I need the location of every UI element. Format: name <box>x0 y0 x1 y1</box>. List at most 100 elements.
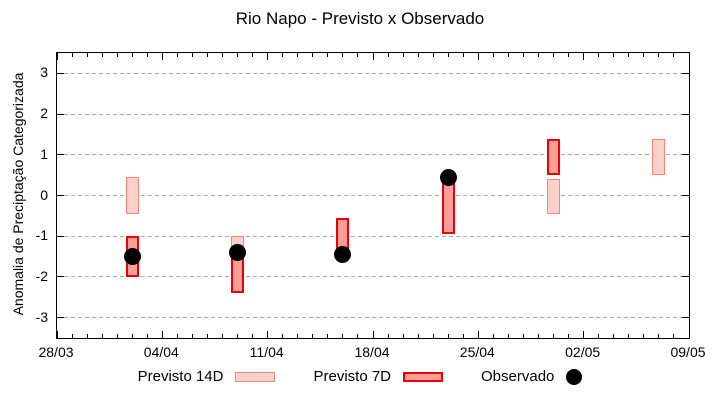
x-tick-mark <box>131 334 133 338</box>
y-tick-mark <box>682 276 689 278</box>
x-tick-mark <box>312 53 314 57</box>
plot-area <box>56 52 690 339</box>
x-tick-mark <box>327 334 329 338</box>
legend-item-previsto-7d: Previsto 7D <box>313 368 444 385</box>
x-tick-mark <box>613 53 615 57</box>
legend: Previsto 14D Previsto 7D Observado <box>0 368 720 385</box>
x-tick-mark <box>237 334 239 338</box>
x-tick-mark <box>101 334 103 338</box>
x-tick-mark <box>447 334 449 338</box>
x-tick-mark <box>492 334 494 338</box>
x-tick-mark <box>477 331 479 338</box>
x-tick-label: 11/04 <box>249 344 284 360</box>
x-tick-label: 02/05 <box>565 344 601 360</box>
x-tick-mark <box>161 53 163 60</box>
x-tick-mark <box>643 334 645 338</box>
x-tick-mark <box>688 331 690 338</box>
x-tick-mark <box>492 53 494 57</box>
x-tick-mark <box>507 53 509 57</box>
x-tick-mark <box>282 334 284 338</box>
x-tick-mark <box>462 334 464 338</box>
x-tick-mark <box>387 334 389 338</box>
chart-title: Rio Napo - Previsto x Observado <box>235 9 485 28</box>
x-tick-mark <box>206 334 208 338</box>
legend-label-previsto-14d: Previsto 14D <box>137 368 224 385</box>
previsto-14d-bar <box>547 179 561 214</box>
x-tick-mark <box>312 334 314 338</box>
x-tick-mark <box>357 334 359 338</box>
gridline <box>57 154 689 156</box>
y-tick-label: -2 <box>35 267 48 284</box>
previsto-7d-bar <box>547 138 561 176</box>
y-tick-mark <box>682 72 689 74</box>
y-tick-label: 0 <box>40 186 48 203</box>
gridline <box>57 317 689 319</box>
legend-item-observado: Observado <box>481 368 583 385</box>
x-tick-mark <box>628 334 630 338</box>
x-tick-label: 09/05 <box>670 344 706 360</box>
legend-label-previsto-7d: Previsto 7D <box>313 368 392 385</box>
x-tick-mark <box>477 53 479 60</box>
x-tick-mark <box>342 334 344 338</box>
x-tick-mark <box>161 331 163 338</box>
y-tick-mark <box>57 276 64 278</box>
previsto-14d-swatch <box>235 371 276 382</box>
y-tick-label: 1 <box>40 145 48 162</box>
y-tick-mark <box>682 195 689 196</box>
y-tick-label: 3 <box>40 64 48 81</box>
previsto-14d-bar <box>652 138 666 176</box>
x-tick-mark <box>282 53 284 57</box>
x-tick-mark <box>598 334 600 338</box>
y-tick-label: -1 <box>35 227 48 244</box>
y-tick-mark <box>682 113 689 115</box>
x-tick-mark <box>507 334 509 338</box>
previsto-7d-bar <box>441 181 455 235</box>
x-tick-mark <box>688 53 690 60</box>
x-tick-mark <box>432 53 434 57</box>
x-tick-mark <box>673 53 675 57</box>
gridline <box>57 195 689 196</box>
gridline <box>57 235 689 237</box>
x-tick-mark <box>417 53 419 57</box>
x-tick-mark <box>86 334 88 338</box>
x-tick-mark <box>447 53 449 57</box>
x-tick-mark <box>553 53 555 57</box>
x-tick-mark <box>191 334 193 338</box>
x-tick-mark <box>583 331 585 338</box>
y-tick-mark <box>682 317 689 319</box>
x-tick-mark <box>643 53 645 57</box>
y-tick-mark <box>57 154 64 156</box>
observado-dot <box>439 168 457 186</box>
x-tick-mark <box>71 334 73 338</box>
x-tick-mark <box>568 53 570 57</box>
x-tick-mark <box>628 53 630 57</box>
x-tick-mark <box>357 53 359 57</box>
x-tick-mark <box>222 53 224 57</box>
x-tick-mark <box>237 53 239 57</box>
x-tick-mark <box>146 334 148 338</box>
x-tick-mark <box>267 53 269 60</box>
x-tick-mark <box>131 53 133 57</box>
x-tick-mark <box>206 53 208 57</box>
x-tick-label: 28/03 <box>38 344 74 360</box>
x-tick-mark <box>658 334 660 338</box>
x-tick-mark <box>372 331 374 338</box>
observado-legend-dot <box>566 368 583 385</box>
y-tick-mark <box>57 317 64 319</box>
y-tick-mark <box>682 235 689 237</box>
x-tick-mark <box>402 53 404 57</box>
x-tick-mark <box>252 53 254 57</box>
x-tick-label: 04/04 <box>143 344 179 360</box>
x-tick-mark <box>116 53 118 57</box>
legend-item-previsto-14d: Previsto 14D <box>138 368 276 385</box>
x-tick-mark <box>342 53 344 57</box>
y-tick-mark <box>57 72 64 74</box>
x-tick-mark <box>598 53 600 57</box>
x-tick-mark <box>553 334 555 338</box>
x-tick-mark <box>56 53 58 60</box>
observado-dot <box>123 248 141 266</box>
x-tick-mark <box>146 53 148 57</box>
y-tick-mark <box>682 154 689 156</box>
x-tick-mark <box>402 334 404 338</box>
